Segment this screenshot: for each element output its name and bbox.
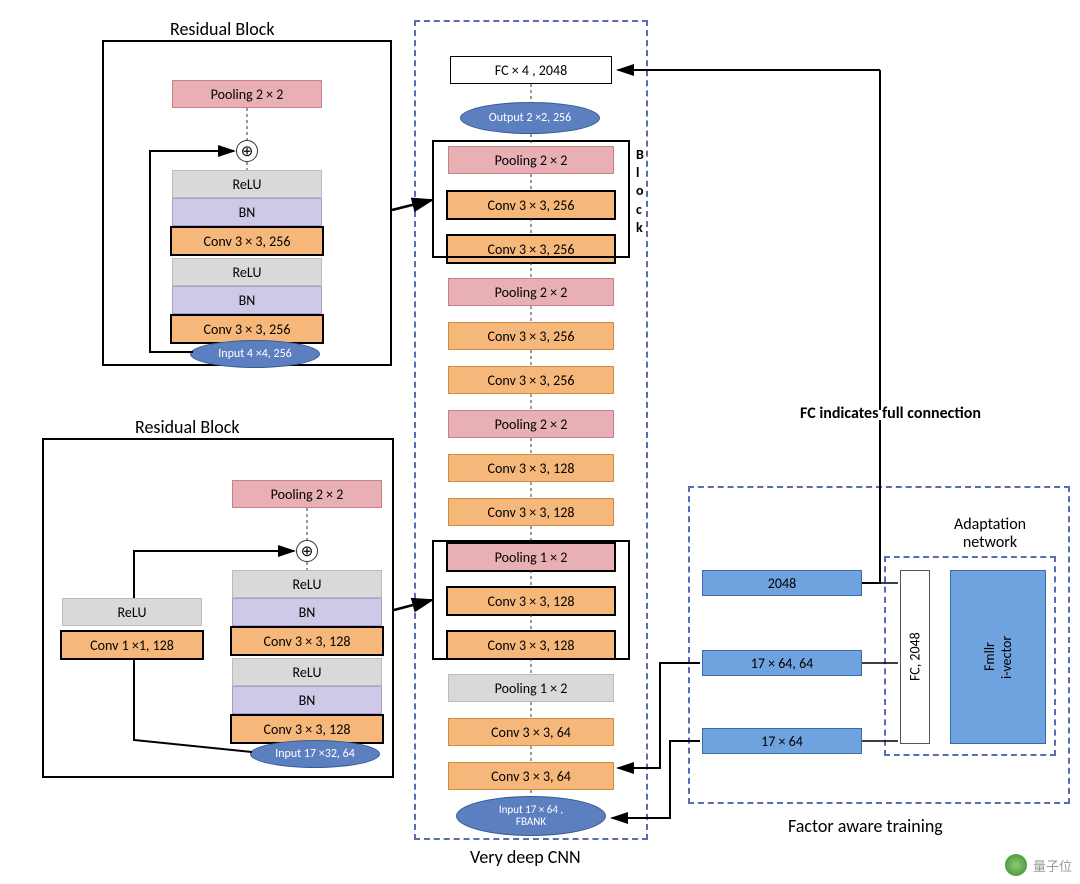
res2-side-conv: Conv 1 ×1, 128 xyxy=(60,630,204,660)
res2-side-relu: ReLU xyxy=(62,598,202,626)
res2-bn-1: BN xyxy=(232,598,382,626)
right-title: Factor aware training xyxy=(788,815,943,837)
res2-bn-2: BN xyxy=(232,686,382,714)
center-layer-12: Pooling 1 × 2 xyxy=(448,674,614,702)
res2-relu-1: ReLU xyxy=(232,570,382,598)
res2-input-oval: Input 17 ×32, 64 xyxy=(250,740,380,768)
input-oval: Input 17 × 64 , FBANK xyxy=(456,796,606,836)
adapt-box-2048: 2048 xyxy=(702,570,862,596)
watermark: 量子位 xyxy=(1005,854,1072,876)
center-layer-4: Conv 3 × 3, 256 xyxy=(448,322,614,350)
center-title: Very deep CNN xyxy=(470,846,581,868)
center-layer-6: Pooling 2 × 2 xyxy=(448,410,614,438)
block-label: B l o c k xyxy=(636,146,644,237)
center-layer-14: Conv 3 × 3, 64 xyxy=(448,762,614,790)
block-group-mid xyxy=(432,540,630,660)
res1-conv-1: Conv 3 × 3, 256 xyxy=(170,226,324,256)
output-oval: Output 2 ×2, 256 xyxy=(460,102,600,134)
res1-relu-1: ReLU xyxy=(172,170,322,198)
res2-relu-2: ReLU xyxy=(232,658,382,686)
res1-bn-2: BN xyxy=(172,286,322,314)
adapt-box-17x64-64: 17 × 64, 64 xyxy=(702,650,862,676)
adapt-title: Adaptationnetwork xyxy=(920,516,1060,551)
center-layer-8: Conv 3 × 3, 128 xyxy=(448,498,614,526)
adapt-box-17x64: 17 × 64 xyxy=(702,728,862,754)
res1-relu-2: ReLU xyxy=(172,258,322,286)
residual2-title: Residual Block xyxy=(135,416,240,438)
res1-oplus: ⊕ xyxy=(236,140,258,162)
res1-pooling: Pooling 2 × 2 xyxy=(172,80,322,108)
fc-layer: FC × 4 , 2048 xyxy=(450,56,612,84)
center-layer-3: Pooling 2 × 2 xyxy=(448,278,614,306)
watermark-icon xyxy=(1005,854,1027,876)
center-layer-7: Conv 3 × 3, 128 xyxy=(448,454,614,482)
res2-conv-1: Conv 3 × 3, 128 xyxy=(230,626,384,656)
adapt-fmllr: Fmllr i-vector xyxy=(950,570,1046,744)
block-group-top xyxy=(432,140,630,258)
center-layer-5: Conv 3 × 3, 256 xyxy=(448,366,614,394)
res2-oplus: ⊕ xyxy=(296,540,318,562)
watermark-text: 量子位 xyxy=(1033,856,1072,875)
residual1-title: Residual Block xyxy=(170,18,275,40)
fc-note: FC indicates full connection xyxy=(800,404,981,423)
res2-pooling: Pooling 2 × 2 xyxy=(232,480,382,508)
res1-input-oval: Input 4 ×4, 256 xyxy=(190,340,320,368)
adapt-fc: FC, 2048 xyxy=(900,570,930,744)
center-layer-13: Conv 3 × 3, 64 xyxy=(448,718,614,746)
res1-bn-1: BN xyxy=(172,198,322,226)
